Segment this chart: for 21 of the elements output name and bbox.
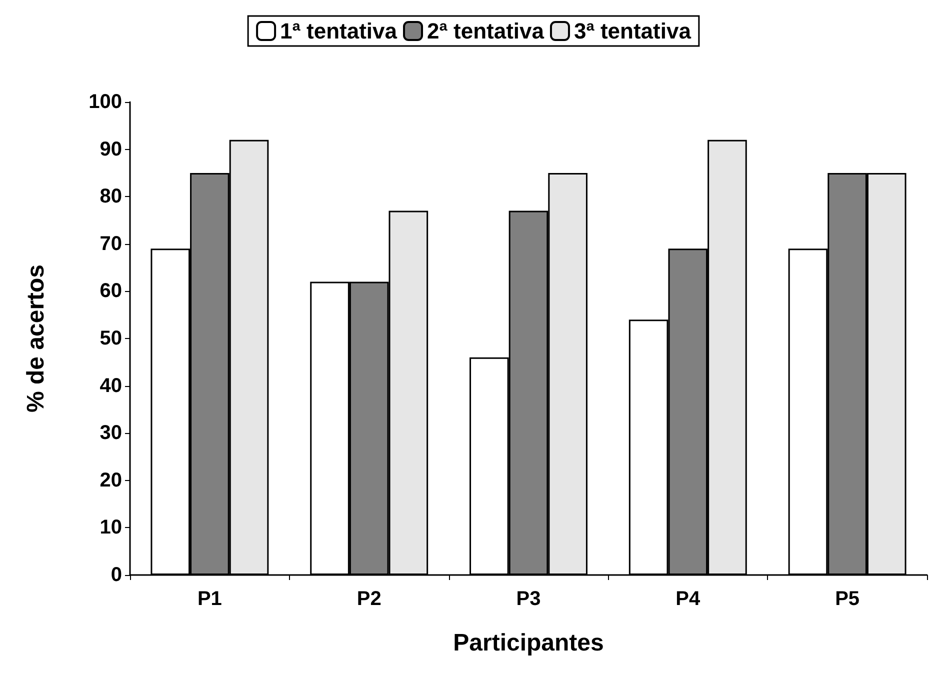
x-axis-title: Participantes: [453, 630, 604, 656]
y-axis-title: % de acertos: [22, 264, 50, 413]
y-tick-label: 60: [100, 280, 122, 302]
x-tick-label: P5: [835, 588, 860, 610]
y-tick-label: 40: [100, 374, 122, 397]
x-tick-label: P1: [197, 588, 222, 610]
y-tick-label: 90: [100, 138, 122, 160]
y-tick-label: 80: [100, 186, 122, 208]
y-tick-label: 70: [100, 232, 122, 255]
y-tick-label: 10: [100, 516, 122, 539]
x-tick-label: P4: [676, 588, 702, 610]
y-tick-label: 0: [110, 564, 122, 586]
legend-label: 1ª tentativa: [280, 18, 398, 44]
y-tick-label: 100: [88, 91, 122, 113]
y-tick-label: 30: [100, 422, 122, 444]
y-tick-label: 50: [100, 328, 122, 350]
y-tick-label: 20: [100, 469, 122, 492]
legend-label: 2ª tentativa: [427, 18, 545, 44]
x-tick-label: P3: [516, 588, 541, 610]
x-tick-label: P2: [356, 588, 382, 610]
legend-label: 3ª tentativa: [574, 18, 692, 44]
